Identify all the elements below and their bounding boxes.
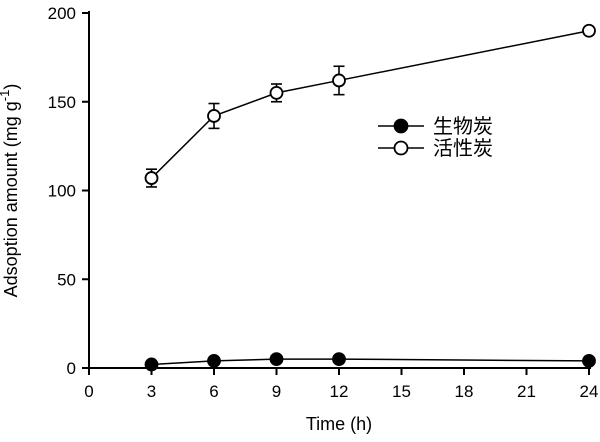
y-tick-label: 100 <box>48 182 76 201</box>
x-tick-label: 18 <box>455 382 474 401</box>
filled-circle-marker <box>332 352 346 367</box>
y-axis-title: Adsoption amount (mg g-1) <box>0 84 21 298</box>
y-tick-label: 200 <box>48 4 76 23</box>
legend-label: 活性炭 <box>433 137 493 160</box>
legend-marker-open-circle <box>393 140 409 156</box>
legend-label: 生物炭 <box>433 115 493 138</box>
open-circle-marker <box>269 85 284 100</box>
y-tick-label: 50 <box>57 270 76 289</box>
axes <box>82 11 591 375</box>
filled-circle-marker <box>582 353 596 368</box>
open-circle-marker <box>207 109 221 123</box>
x-tick-label: 0 <box>84 382 93 401</box>
filled-circle-marker <box>144 357 159 372</box>
filled-circle-marker <box>269 352 284 367</box>
x-tick-label: 3 <box>147 382 156 401</box>
open-circle-marker <box>332 73 346 88</box>
open-circle-marker <box>582 23 596 38</box>
tick-labels: 0 3 6 9 12 15 18 21 24 0 50 100 150 200 <box>48 4 599 401</box>
series-activated-carbon <box>144 23 596 188</box>
x-tick-label: 6 <box>209 382 218 401</box>
x-tick-label: 21 <box>517 382 536 401</box>
y-tick-label: 0 <box>67 359 76 378</box>
x-tick-label: 9 <box>272 382 281 401</box>
series-biochar <box>144 352 596 372</box>
x-tick-label: 15 <box>392 382 411 401</box>
x-axis-title: Time (h) <box>306 414 372 434</box>
legend-marker-filled-circle <box>393 118 409 134</box>
x-tick-label: 12 <box>330 382 349 401</box>
filled-circle-marker <box>207 353 221 368</box>
open-circle-marker <box>144 171 159 185</box>
y-tick-label: 150 <box>48 93 76 112</box>
x-tick-label: 24 <box>580 382 599 401</box>
series-line <box>150 30 590 179</box>
